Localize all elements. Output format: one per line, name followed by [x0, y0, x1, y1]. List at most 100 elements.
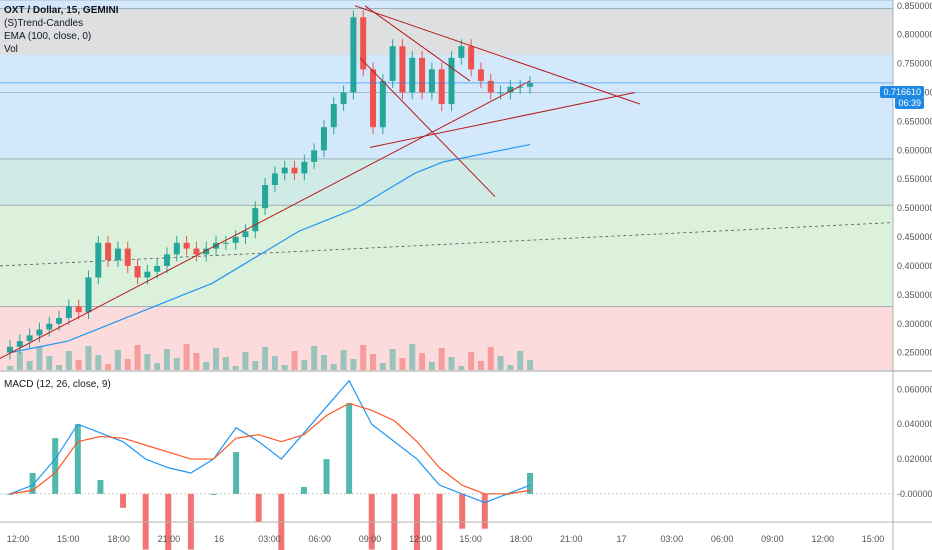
indicator-ema[interactable]: EMA (100, close, 0) — [4, 31, 92, 42]
candle-body — [477, 69, 484, 81]
macd-line — [9, 379, 531, 504]
volume-bar — [56, 365, 63, 370]
volume-bar — [409, 344, 416, 370]
time-tick-label: 03:00 — [258, 534, 281, 544]
volume-bar — [301, 360, 308, 370]
macd-histogram-bar — [7, 493, 13, 495]
candle-body — [527, 83, 533, 87]
price-zone-5 — [0, 306, 893, 370]
candle-body — [281, 167, 288, 174]
time-tick-label: 09:00 — [359, 534, 382, 544]
volume-bar — [311, 346, 318, 370]
volume-bar — [114, 350, 121, 370]
volume-bar — [144, 354, 151, 370]
candle-body — [271, 173, 278, 185]
candle-body — [507, 86, 514, 93]
volume-bar — [46, 356, 53, 370]
candle-body — [389, 46, 396, 81]
time-tick-label: 17 — [617, 534, 627, 544]
price-tick-label: 0.650000 — [897, 116, 932, 126]
price-axis-bg — [893, 0, 932, 550]
macd-tick-label: 0.020000 — [897, 454, 932, 464]
time-tick-label: 06:00 — [711, 534, 734, 544]
macd-histogram-bar — [120, 493, 127, 508]
candle-body — [419, 57, 426, 93]
candle-body — [448, 57, 455, 105]
volume-bar — [448, 357, 455, 370]
dashed-trendline — [0, 222, 894, 267]
volume-bar — [203, 362, 210, 370]
macd-histogram-bar — [52, 438, 59, 494]
candle-body — [7, 346, 13, 353]
indicator-volume[interactable]: Vol — [4, 44, 18, 55]
price-tick-label: 0.400000 — [897, 261, 932, 271]
candle-body — [134, 265, 141, 278]
volume-bar — [291, 351, 298, 370]
volume-bar — [213, 348, 220, 370]
time-tick-label: 06:00 — [308, 534, 331, 544]
last-price-tag: 0.716610 — [880, 86, 924, 98]
candle-body — [242, 231, 249, 238]
price-tick-label: 0.500000 — [897, 203, 932, 213]
price-tick-label: 0.350000 — [897, 290, 932, 300]
candle-body — [301, 161, 308, 174]
support-trendline — [369, 92, 636, 148]
volume-bar — [36, 347, 43, 370]
macd-histogram-bar — [255, 493, 262, 522]
time-tick-label: 09:00 — [761, 534, 784, 544]
volume-bar — [95, 355, 102, 370]
volume-bar — [7, 366, 13, 370]
price-tick-label: 0.600000 — [897, 145, 932, 155]
candle-body — [262, 185, 269, 209]
falling-trendline — [354, 5, 641, 105]
volume-bar — [183, 344, 190, 370]
volume-bar — [252, 361, 259, 370]
macd-histogram-bar — [210, 493, 217, 495]
volume-bar — [458, 366, 465, 370]
ema-line — [9, 143, 531, 354]
candle-body — [85, 277, 92, 313]
candle-body — [409, 57, 416, 93]
volume-bar — [134, 345, 141, 370]
volume-bar — [507, 365, 514, 370]
volume-bar — [428, 362, 435, 370]
volume-bar — [360, 345, 367, 370]
rising-trendline — [0, 80, 531, 359]
indicator-trend-candles[interactable]: (S)Trend-Candles — [4, 18, 84, 29]
volume-bar — [399, 358, 406, 370]
candle-body — [75, 306, 82, 313]
volume-bar — [124, 359, 131, 370]
time-tick-label: 16 — [214, 534, 224, 544]
channel-line-1 — [359, 57, 496, 197]
symbol-title: OXT / Dollar, 15, GEMINI — [4, 5, 119, 16]
volume-bar — [262, 347, 269, 370]
price-zone-4 — [0, 205, 893, 307]
price-zone-1 — [0, 8, 893, 55]
macd-histogram-bar — [346, 403, 353, 494]
candle-body — [399, 46, 406, 93]
volume-bar — [370, 354, 377, 370]
volume-bar — [419, 353, 426, 370]
volume-bar — [389, 349, 396, 370]
macd-tick-label: 0.040000 — [897, 419, 932, 429]
macd-legend: MACD (12, 26, close, 9) — [4, 378, 111, 391]
candle-body — [144, 271, 151, 278]
volume-bar — [105, 364, 112, 370]
candle-body — [497, 92, 504, 94]
macd-title[interactable]: MACD (12, 26, close, 9) — [4, 379, 111, 390]
candle-body — [320, 127, 327, 151]
candle-body — [193, 248, 200, 255]
volume-bar — [468, 352, 475, 370]
candle-body — [252, 208, 259, 232]
channel-line-2 — [364, 5, 471, 82]
candle-body — [56, 317, 63, 324]
candle-body — [173, 242, 180, 255]
candle-body — [183, 242, 190, 249]
volume-bar — [16, 352, 23, 370]
time-tick-label: 12:00 — [409, 534, 432, 544]
volume-bar — [85, 346, 92, 370]
volume-bar — [487, 347, 494, 370]
candle-body — [105, 242, 112, 261]
